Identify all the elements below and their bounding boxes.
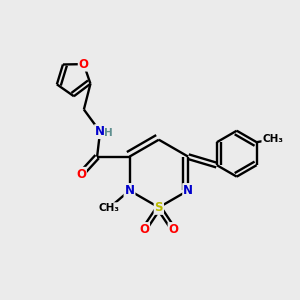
Text: O: O [169,223,178,236]
Text: O: O [139,223,149,236]
Text: S: S [154,201,163,214]
Text: N: N [183,184,193,197]
Text: O: O [79,58,89,70]
Text: O: O [76,168,86,181]
Text: N: N [95,125,105,138]
Text: CH₃: CH₃ [262,134,283,144]
Text: N: N [124,184,134,197]
Text: H: H [104,128,113,138]
Text: CH₃: CH₃ [98,203,119,213]
